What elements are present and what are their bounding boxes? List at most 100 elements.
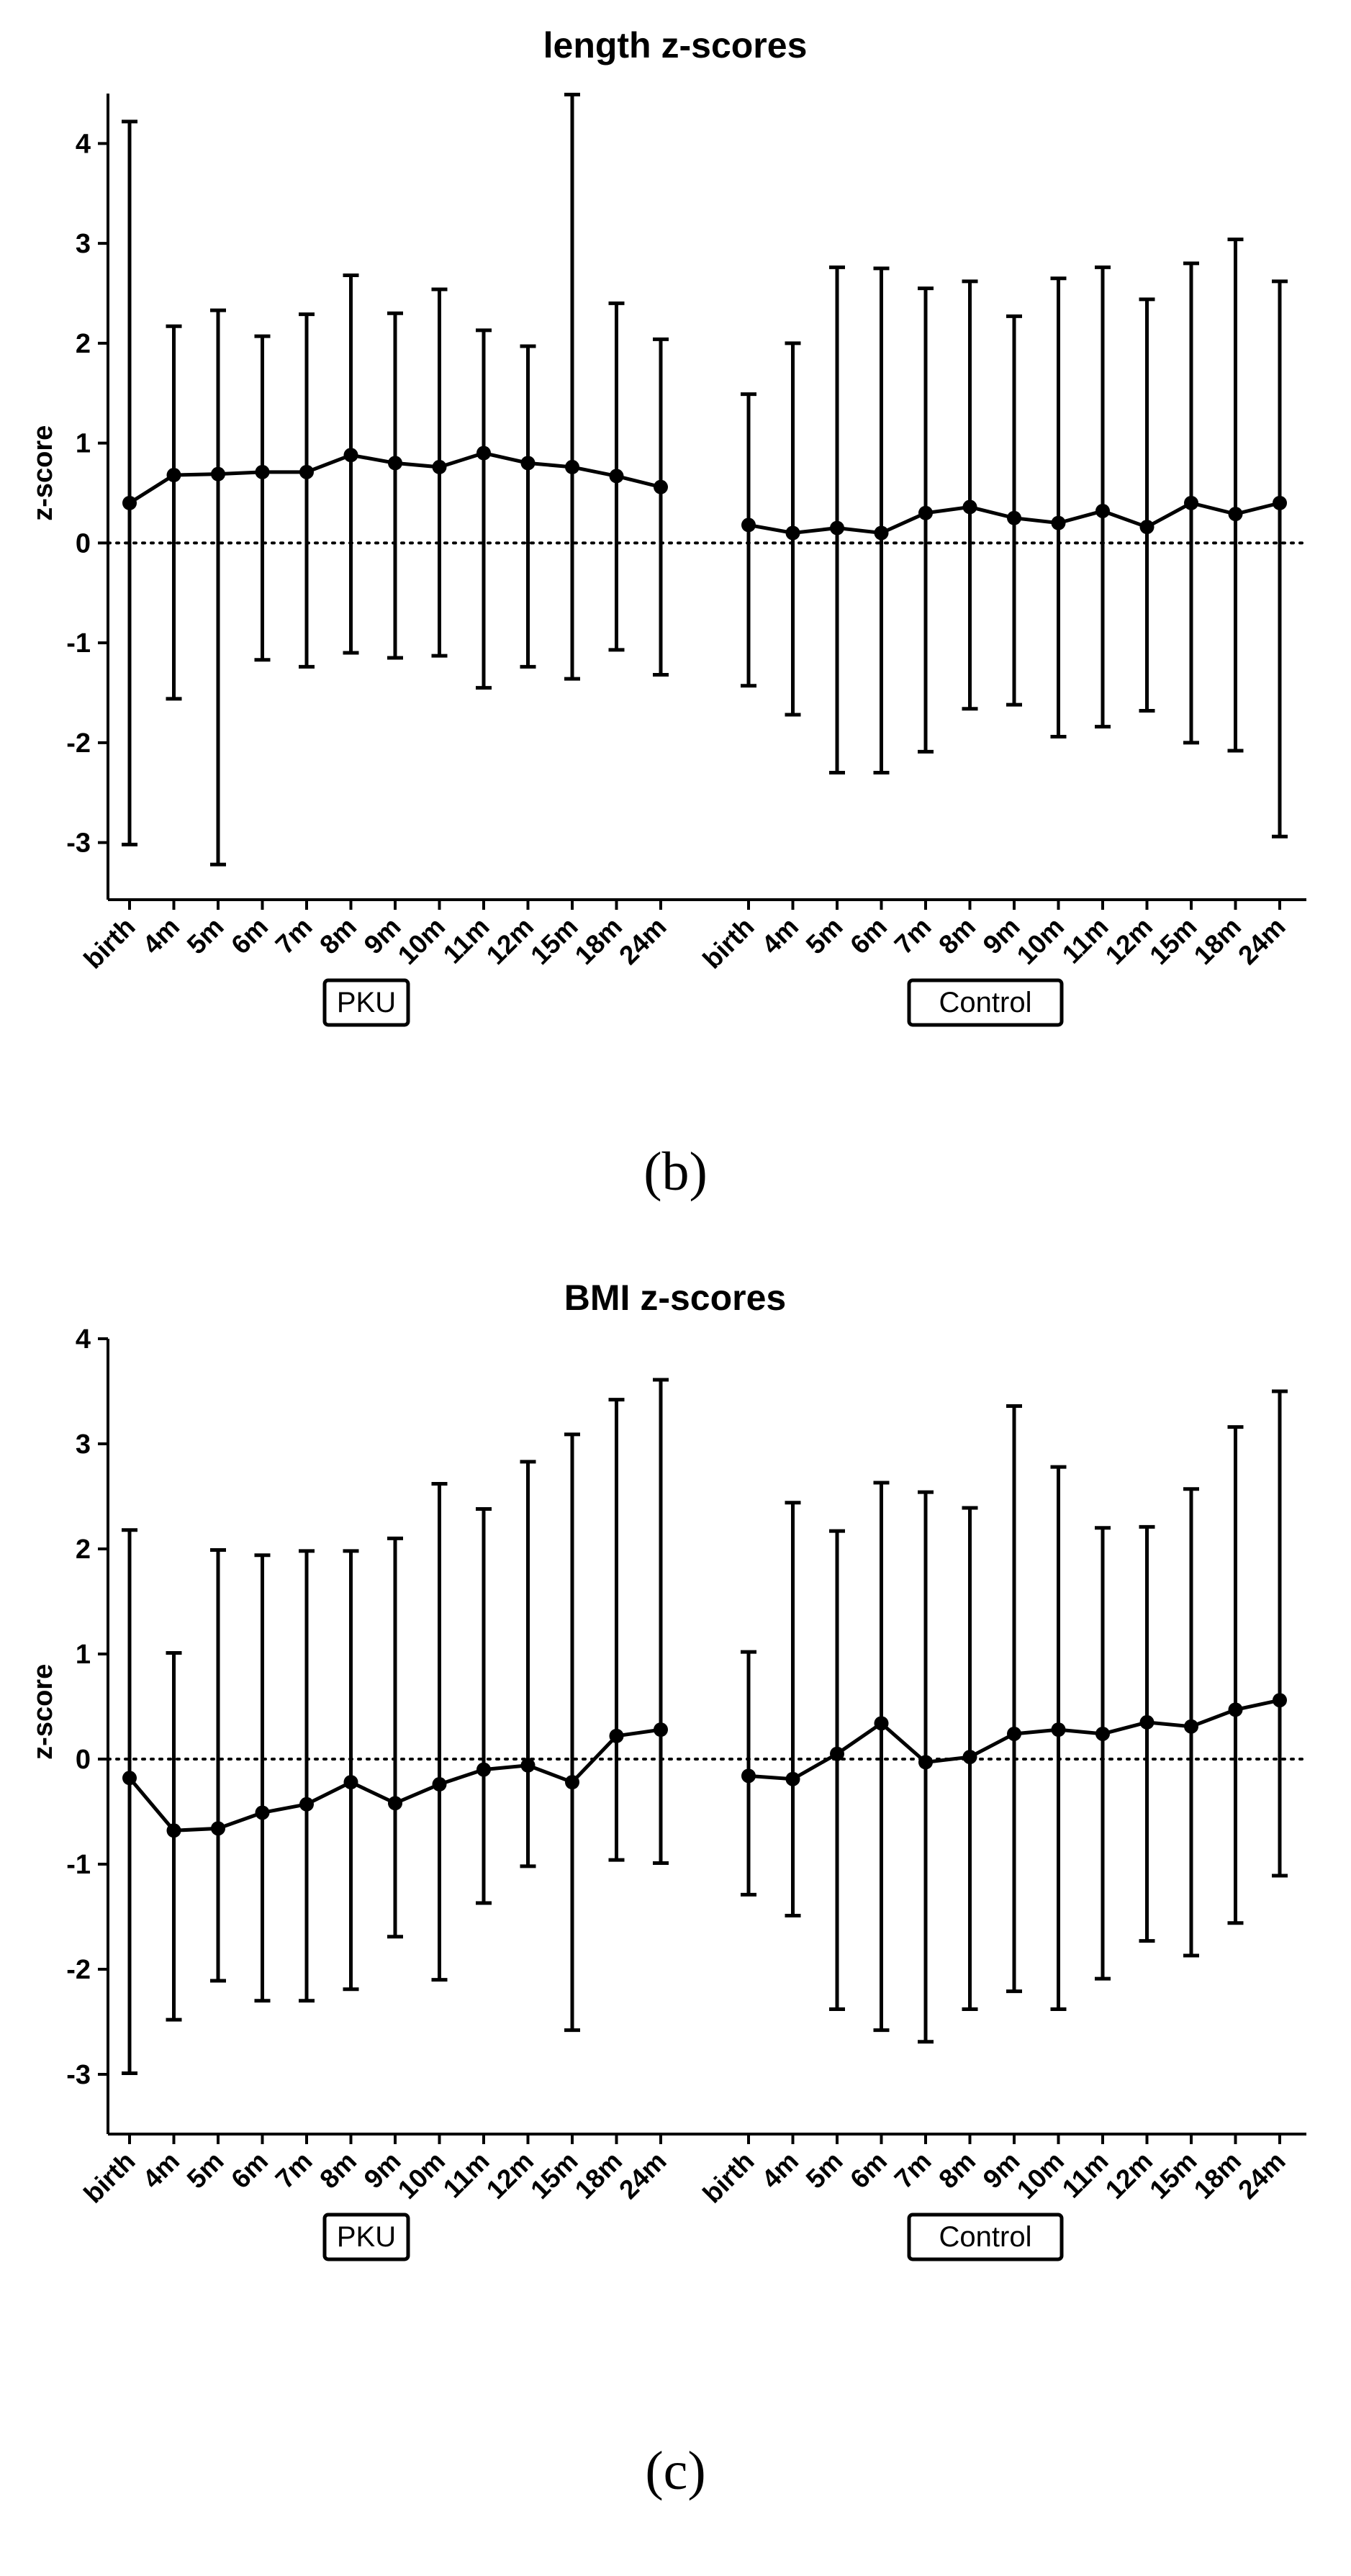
data-point (476, 446, 491, 461)
group-label-box (322, 978, 410, 1027)
x-tick-label: 10m (1011, 2146, 1070, 2205)
data-point (785, 1771, 800, 1786)
x-tick-label: 10m (392, 912, 451, 970)
data-point (565, 1775, 579, 1790)
x-tick-label: 12m (481, 912, 539, 970)
data-point (166, 1823, 181, 1838)
x-tick-label: 5m (181, 912, 230, 960)
chart-title: length z-scores (543, 25, 808, 65)
data-point (343, 448, 358, 463)
x-tick-label: 12m (1100, 2146, 1158, 2205)
y-tick-label: 4 (76, 1324, 91, 1355)
x-tick-label: 18m (1188, 912, 1247, 970)
data-point (1139, 1714, 1155, 1730)
data-point (211, 1821, 225, 1836)
x-tick-label: 12m (481, 2146, 539, 2205)
y-tick-label: 0 (76, 528, 91, 559)
x-tick-label: 24m (613, 2146, 672, 2205)
group-label-control: Control (939, 2221, 1032, 2253)
data-point (1139, 520, 1155, 535)
x-tick-label: 6m (844, 912, 893, 960)
x-tick-label: 5m (800, 2146, 849, 2195)
data-point (1051, 515, 1066, 530)
data-point (432, 459, 447, 474)
y-tick-label: -2 (66, 728, 91, 759)
x-tick-label: 11m (438, 912, 495, 970)
x-tick-label: 4m (137, 912, 185, 960)
data-point (962, 1750, 977, 1765)
x-tick-label: 11m (438, 2146, 495, 2204)
x-tick-label: 15m (1144, 912, 1202, 970)
data-point (1184, 1719, 1198, 1734)
data-point (1228, 507, 1243, 522)
x-tick-label: birth (697, 2146, 760, 2209)
y-tick-label: -3 (66, 828, 91, 859)
data-point (122, 1771, 137, 1786)
data-point (830, 1746, 844, 1761)
data-point (874, 1716, 889, 1731)
data-point (1095, 503, 1110, 518)
x-tick-label: 5m (800, 912, 849, 960)
group-label-pku: PKU (337, 987, 396, 1018)
x-tick-label: 12m (1100, 912, 1158, 970)
y-axis-label: z-score (28, 425, 58, 521)
data-point (1273, 1693, 1287, 1708)
data-point (211, 466, 225, 482)
y-tick-label: 0 (76, 1745, 91, 1775)
data-point (785, 525, 800, 541)
data-point (432, 1777, 447, 1792)
data-point (122, 495, 137, 510)
y-tick-label: 4 (76, 129, 91, 159)
x-tick-label: 10m (392, 2146, 451, 2205)
data-point (609, 1728, 624, 1743)
data-point (1007, 1726, 1021, 1741)
y-axis-label: z-score (28, 1664, 58, 1760)
data-point (255, 1805, 270, 1820)
caption-c: (c) (645, 2441, 706, 2501)
data-point (520, 1758, 536, 1773)
data-point (741, 1768, 756, 1784)
data-point (1228, 1702, 1243, 1717)
x-tick-label: 15m (525, 912, 583, 970)
group-label-box (907, 978, 1064, 1027)
y-tick-label: 1 (76, 1640, 91, 1670)
x-tick-label: 7m (889, 2146, 937, 2195)
x-tick-label: 24m (1232, 912, 1291, 970)
x-tick-label: 24m (1232, 2146, 1291, 2205)
data-point (1184, 495, 1198, 510)
x-tick-label: 7m (889, 912, 937, 960)
data-point (565, 459, 579, 474)
x-tick-label: 10m (1011, 912, 1070, 970)
data-point (1273, 495, 1287, 510)
x-tick-label: 7m (270, 912, 318, 960)
x-tick-label: 18m (569, 912, 628, 970)
x-tick-label: birth (78, 912, 141, 975)
data-point (299, 1797, 314, 1812)
y-tick-label: -1 (66, 628, 91, 659)
data-point (476, 1762, 491, 1777)
data-point (741, 518, 756, 533)
x-tick-label: 24m (613, 912, 672, 970)
x-tick-label: 6m (844, 2146, 893, 2195)
y-tick-label: 3 (76, 229, 91, 259)
data-point (388, 456, 402, 471)
x-tick-label: 4m (756, 912, 804, 960)
x-tick-label: 8m (314, 2146, 362, 2195)
x-tick-label: 11m (1057, 912, 1114, 970)
x-tick-label: birth (697, 912, 760, 975)
data-point (166, 468, 181, 483)
group-label-control: Control (939, 987, 1032, 1018)
group-label-box (907, 2213, 1064, 2261)
group-label-box (322, 2213, 410, 2261)
y-tick-label: -1 (66, 1850, 91, 1880)
data-point (255, 464, 270, 479)
data-point (918, 1755, 933, 1770)
x-tick-label: birth (78, 2146, 141, 2209)
data-point (299, 464, 314, 479)
x-tick-label: 8m (314, 912, 362, 960)
data-point (520, 456, 536, 471)
length-zscore-chart: length z-scoresz-score-3-2-101234birth4m… (28, 25, 1308, 1027)
data-point (1007, 510, 1021, 525)
x-tick-label: 15m (1144, 2146, 1202, 2205)
x-tick-label: 15m (525, 2146, 583, 2205)
